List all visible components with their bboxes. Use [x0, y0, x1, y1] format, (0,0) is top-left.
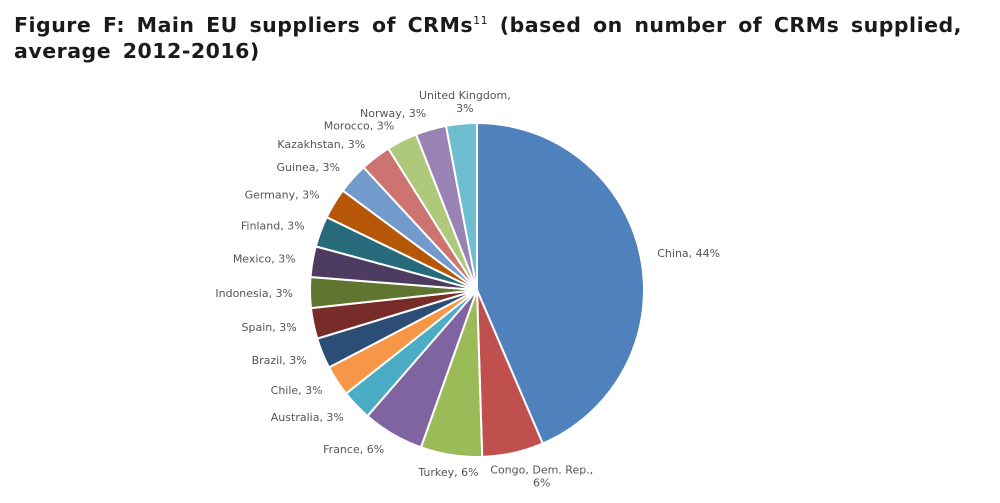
data-label: Chile, 3% [271, 384, 323, 397]
data-label: Brazil, 3% [252, 354, 307, 367]
data-label: Morocco, 3% [324, 120, 395, 133]
data-label: United Kingdom, 3% [419, 89, 511, 115]
data-label: Kazakhstan, 3% [277, 138, 365, 151]
data-label: France, 6% [323, 443, 384, 456]
data-label: Norway, 3% [360, 107, 426, 120]
data-label: Germany, 3% [245, 189, 320, 202]
pie-slice-united-kingdom [444, 121, 478, 291]
title-text: Figure F: Main EU suppliers of CRMs [14, 13, 474, 37]
data-label: Indonesia, 3% [215, 287, 293, 300]
data-label: Australia, 3% [271, 411, 344, 424]
pie-slice-china [476, 121, 645, 445]
chart-title: Figure F: Main EU suppliers of CRMs11 (b… [14, 12, 984, 64]
title-footnote: 11 [473, 14, 489, 28]
data-label: Finland, 3% [241, 220, 305, 233]
data-label: Congo, Dem. Rep., 6% [490, 464, 593, 490]
data-label: China, 44% [657, 247, 720, 260]
title-text-suffix: (based on number of CRMs supplied, avera… [14, 13, 962, 63]
data-label: Mexico, 3% [233, 253, 296, 266]
data-label: Turkey, 6% [417, 466, 478, 479]
data-label: Spain, 3% [242, 321, 297, 334]
data-label: Guinea, 3% [277, 161, 340, 174]
